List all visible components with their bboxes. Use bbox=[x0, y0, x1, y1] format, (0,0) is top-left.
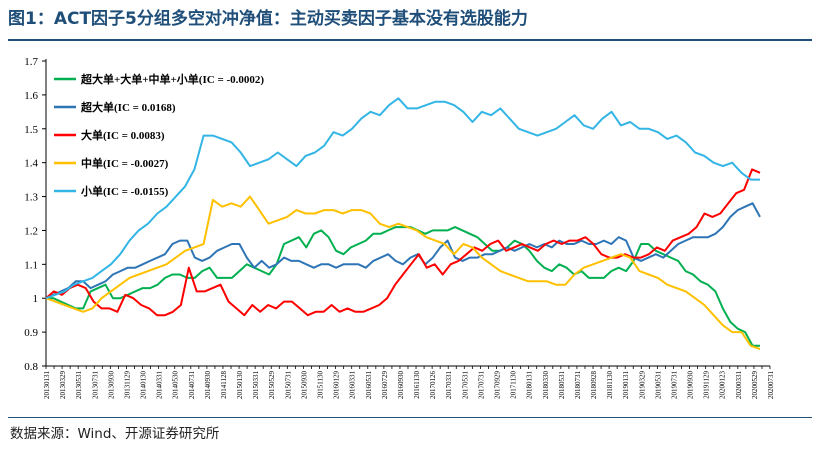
x-tick-label: 20140530 bbox=[172, 371, 180, 400]
legend-label: 大单(IC = 0.0083) bbox=[81, 128, 165, 142]
x-tick-label: 20180131 bbox=[526, 371, 534, 400]
x-tick-label: 20140930 bbox=[204, 371, 212, 400]
x-tick-label: 20131129 bbox=[123, 371, 131, 399]
x-tick-label: 20140130 bbox=[140, 371, 148, 400]
x-tick-label: 20170126 bbox=[429, 371, 437, 400]
y-tick-label: 1.7 bbox=[24, 56, 38, 68]
x-tick-label: 20150331 bbox=[252, 371, 260, 400]
legend-label: 超大单(IC = 0.0168) bbox=[80, 100, 176, 114]
x-tick-label: 20180330 bbox=[542, 371, 550, 400]
y-tick-label: 1.2 bbox=[24, 225, 38, 237]
x-tick-label: 20130731 bbox=[91, 371, 99, 400]
title-divider bbox=[8, 39, 812, 41]
x-tick-label: 20180928 bbox=[590, 371, 598, 400]
x-tick-label: 20191129 bbox=[703, 371, 711, 399]
chart-container: 0.8 0.9 1 1.1 1.2 1.3 1.4 1.5 1.6 1.7 20130131 2013… bbox=[0, 44, 824, 414]
y-tick-label: 1 bbox=[33, 293, 39, 305]
series-line bbox=[46, 226, 760, 347]
x-tick-label: 20160729 bbox=[381, 371, 389, 400]
x-tick-label: 20200529 bbox=[751, 371, 759, 400]
x-tick-label: 20190131 bbox=[622, 371, 630, 400]
x-tick-label: 20170531 bbox=[461, 371, 469, 400]
x-tick-label: 20150731 bbox=[284, 371, 292, 400]
x-tick-label: 20130930 bbox=[107, 371, 115, 400]
y-tick-label: 0.9 bbox=[24, 327, 38, 339]
legend-label: 小单(IC = -0.0155) bbox=[80, 184, 169, 198]
y-tick-label: 1.4 bbox=[24, 158, 38, 170]
x-tick-label: 20170331 bbox=[445, 371, 453, 400]
x-tick-label: 20171130 bbox=[510, 371, 518, 399]
x-tick-label: 20181130 bbox=[606, 371, 614, 399]
series-line bbox=[45, 202, 761, 300]
x-tick-label: 20180731 bbox=[574, 371, 582, 400]
x-tick-label: 20140331 bbox=[156, 371, 164, 400]
line-chart: 0.8 0.9 1 1.1 1.2 1.3 1.4 1.5 1.6 1.7 20130131 2013… bbox=[24, 56, 775, 400]
x-tick-label: 20190731 bbox=[670, 371, 678, 400]
x-tick-label: 20150130 bbox=[236, 371, 244, 400]
y-tick-label: 1.3 bbox=[24, 192, 38, 204]
y-tick-label: 1.5 bbox=[24, 124, 38, 136]
x-tick-label: 20161130 bbox=[413, 371, 421, 399]
x-tick-label: 20150529 bbox=[268, 371, 276, 400]
y-tick-label: 1.1 bbox=[24, 259, 38, 271]
x-tick-label: 20130131 bbox=[43, 371, 51, 400]
x-tick-label: 20140731 bbox=[188, 371, 196, 400]
source-note: 数据来源：Wind、开源证券研究所 bbox=[10, 426, 220, 442]
x-tick-label: 20170731 bbox=[477, 371, 485, 400]
x-tick-label: 20170929 bbox=[493, 371, 501, 400]
y-tick-label: 0.8 bbox=[24, 361, 38, 373]
x-tick-label: 20151130 bbox=[317, 371, 325, 399]
series-line bbox=[45, 97, 760, 300]
x-tick-label: 20130531 bbox=[75, 371, 83, 400]
x-tick-label: 20200331 bbox=[735, 371, 743, 400]
x-tick-label: 20160129 bbox=[333, 371, 341, 400]
x-tick-label: 20200731 bbox=[767, 371, 775, 400]
legend-label: 中单(IC = -0.0027) bbox=[81, 156, 169, 170]
x-tick-label: 20190329 bbox=[638, 371, 646, 400]
x-tick-label: 20200123 bbox=[719, 371, 727, 400]
series-line bbox=[45, 195, 761, 351]
x-tick-label: 20190930 bbox=[687, 371, 695, 400]
x-tick-label: 20190531 bbox=[654, 371, 662, 400]
source-divider bbox=[8, 417, 812, 418]
series-line bbox=[45, 168, 761, 317]
x-tick-label: 20160331 bbox=[349, 371, 357, 400]
legend-label: 超大单+大单+中单+小单(IC = -0.0002) bbox=[80, 72, 264, 86]
y-tick-label: 1.6 bbox=[24, 90, 38, 102]
x-tick-label: 20160930 bbox=[397, 371, 405, 400]
x-tick-label: 20180531 bbox=[558, 371, 566, 400]
chart-title: 图1：ACT因子5分组多空对冲净值：主动买卖因子基本没有选股能力 bbox=[8, 9, 528, 29]
x-tick-label: 20160531 bbox=[365, 371, 373, 400]
x-tick-label: 20130329 bbox=[59, 371, 67, 400]
x-tick-label: 20150930 bbox=[300, 371, 308, 400]
x-tick-label: 20141128 bbox=[220, 371, 228, 399]
